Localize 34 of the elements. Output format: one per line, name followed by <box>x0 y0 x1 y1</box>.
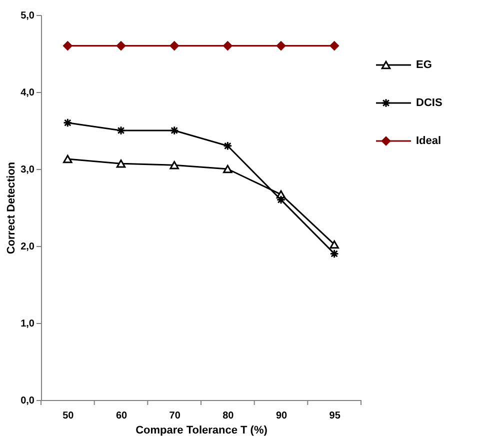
y-tick-label: 4,0 <box>20 88 35 98</box>
y-tick-label: 1,0 <box>20 318 35 330</box>
y-axis-title: Correct Detection <box>6 162 18 254</box>
x-axis-title: Compare Tolerance T (%) <box>136 424 268 436</box>
point <box>63 118 72 128</box>
point <box>330 41 339 50</box>
point <box>170 126 179 136</box>
x-tick-label: 95 <box>329 410 341 422</box>
point <box>223 164 232 174</box>
y-tick-label: 3,0 <box>20 164 35 176</box>
point <box>116 41 126 50</box>
x-tick-label: 60 <box>116 410 128 422</box>
y-tick-label: 0,0 <box>20 396 35 406</box>
point <box>170 161 179 170</box>
legend-label: EG <box>416 59 432 71</box>
point <box>63 41 72 50</box>
y-tick-label: 5,0 <box>20 10 35 22</box>
point <box>223 41 232 50</box>
x-tick-label: 70 <box>169 410 181 422</box>
x-tick-label: 90 <box>276 410 288 422</box>
point <box>276 195 286 204</box>
point <box>223 141 232 151</box>
point <box>170 41 179 50</box>
x-tick-label: 50 <box>62 410 74 422</box>
point <box>330 240 339 249</box>
legend-label: DCIS <box>416 97 442 109</box>
y-tick-label: 2,0 <box>20 242 35 252</box>
point <box>276 41 286 50</box>
point <box>116 160 126 168</box>
x-tick-label: 80 <box>222 410 234 422</box>
point <box>330 249 339 258</box>
point <box>116 126 126 136</box>
legend-label: Ideal <box>416 135 442 147</box>
point <box>63 154 72 164</box>
